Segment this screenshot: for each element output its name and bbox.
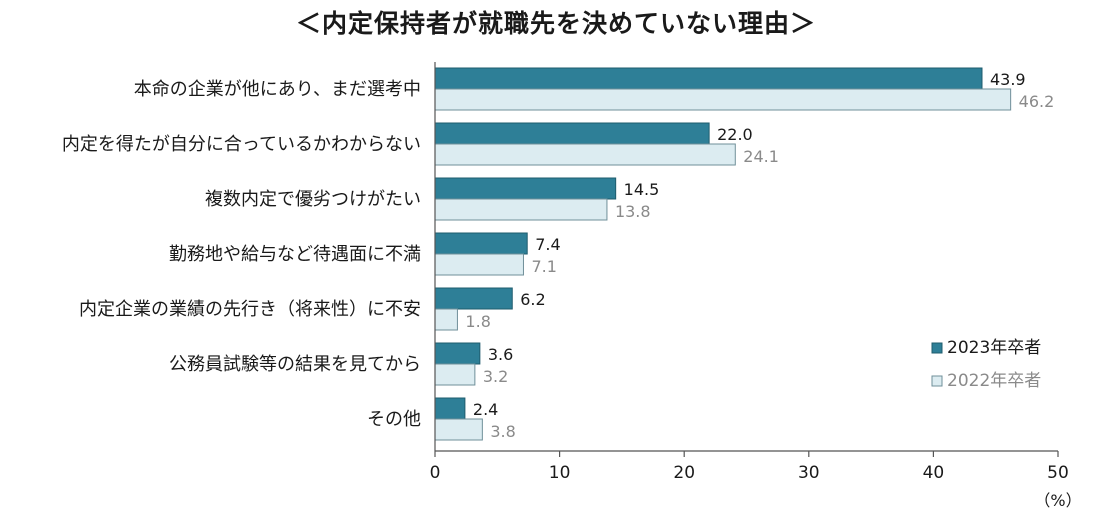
x-tick-label: 10 [549, 463, 571, 483]
bar-2023 [434, 397, 466, 420]
bars-layer: 43.9 46.2 22.0 24.1 14.5 13.8 7.4 7.1 6.2 1.8 3.6 3… [434, 67, 1055, 441]
legend-label-2022: 2022年卒者 [947, 371, 1041, 391]
bar-2023 [434, 342, 481, 365]
data-label-2022: 13.8 [615, 202, 651, 221]
bar-2022 [434, 143, 736, 166]
data-label-2023: 3.6 [488, 345, 513, 364]
x-axis: 0 10 20 30 40 50 （%） [430, 62, 1082, 510]
legend: 2023年卒者 2022年卒者 [931, 338, 1041, 391]
data-label-2022: 46.2 [1019, 92, 1055, 111]
category-labels: 本命の企業が他にあり、まだ選考中内定を得たが自分に合っているかわからない複数内定… [62, 79, 421, 430]
category-label: 内定を得たが自分に合っているかわからない [62, 134, 421, 155]
category-label: 勤務地や給与など待遇面に不満 [169, 244, 421, 265]
legend-swatch-2023 [931, 342, 943, 354]
bar-2023 [434, 232, 528, 255]
bar-2023 [434, 287, 513, 310]
data-label-2023: 43.9 [990, 70, 1026, 89]
data-label-2023: 14.5 [624, 180, 660, 199]
legend-label-2023: 2023年卒者 [947, 338, 1041, 358]
data-label-2022: 1.8 [465, 312, 490, 331]
bar-2022 [434, 253, 524, 276]
data-label-2022: 3.8 [490, 422, 515, 441]
bar-2022 [434, 198, 608, 221]
bar-2023 [434, 122, 710, 145]
x-axis-unit: （%） [1034, 491, 1081, 510]
x-tick-label: 20 [673, 463, 695, 483]
category-label: 内定企業の業績の先行き（将来性）に不安 [79, 299, 421, 320]
bar-2022 [434, 88, 1012, 111]
bar-2022 [434, 418, 483, 441]
data-label-2023: 6.2 [520, 290, 545, 309]
x-tick-label: 40 [923, 463, 945, 483]
data-label-2023: 22.0 [717, 125, 753, 144]
category-label: 公務員試験等の結果を見てから [169, 354, 421, 375]
chart-title: ＜内定保持者が就職先を決めていない理由＞ [295, 9, 816, 38]
bar-2022 [434, 363, 476, 386]
category-label: 複数内定で優劣つけがたい [205, 189, 421, 210]
data-label-2022: 3.2 [483, 367, 508, 386]
x-tick-label: 50 [1047, 463, 1069, 483]
bar-2023 [434, 177, 617, 200]
legend-swatch-2022 [931, 375, 943, 387]
data-label-2023: 2.4 [473, 400, 498, 419]
bar-2023 [434, 67, 983, 90]
x-tick-label: 30 [798, 463, 820, 483]
data-label-2022: 7.1 [531, 257, 556, 276]
category-label: 本命の企業が他にあり、まだ選考中 [134, 79, 421, 100]
data-label-2022: 24.1 [743, 147, 779, 166]
bar-2022 [434, 308, 458, 331]
x-tick-label: 0 [430, 463, 441, 483]
data-label-2023: 7.4 [535, 235, 560, 254]
category-label: その他 [367, 409, 421, 430]
